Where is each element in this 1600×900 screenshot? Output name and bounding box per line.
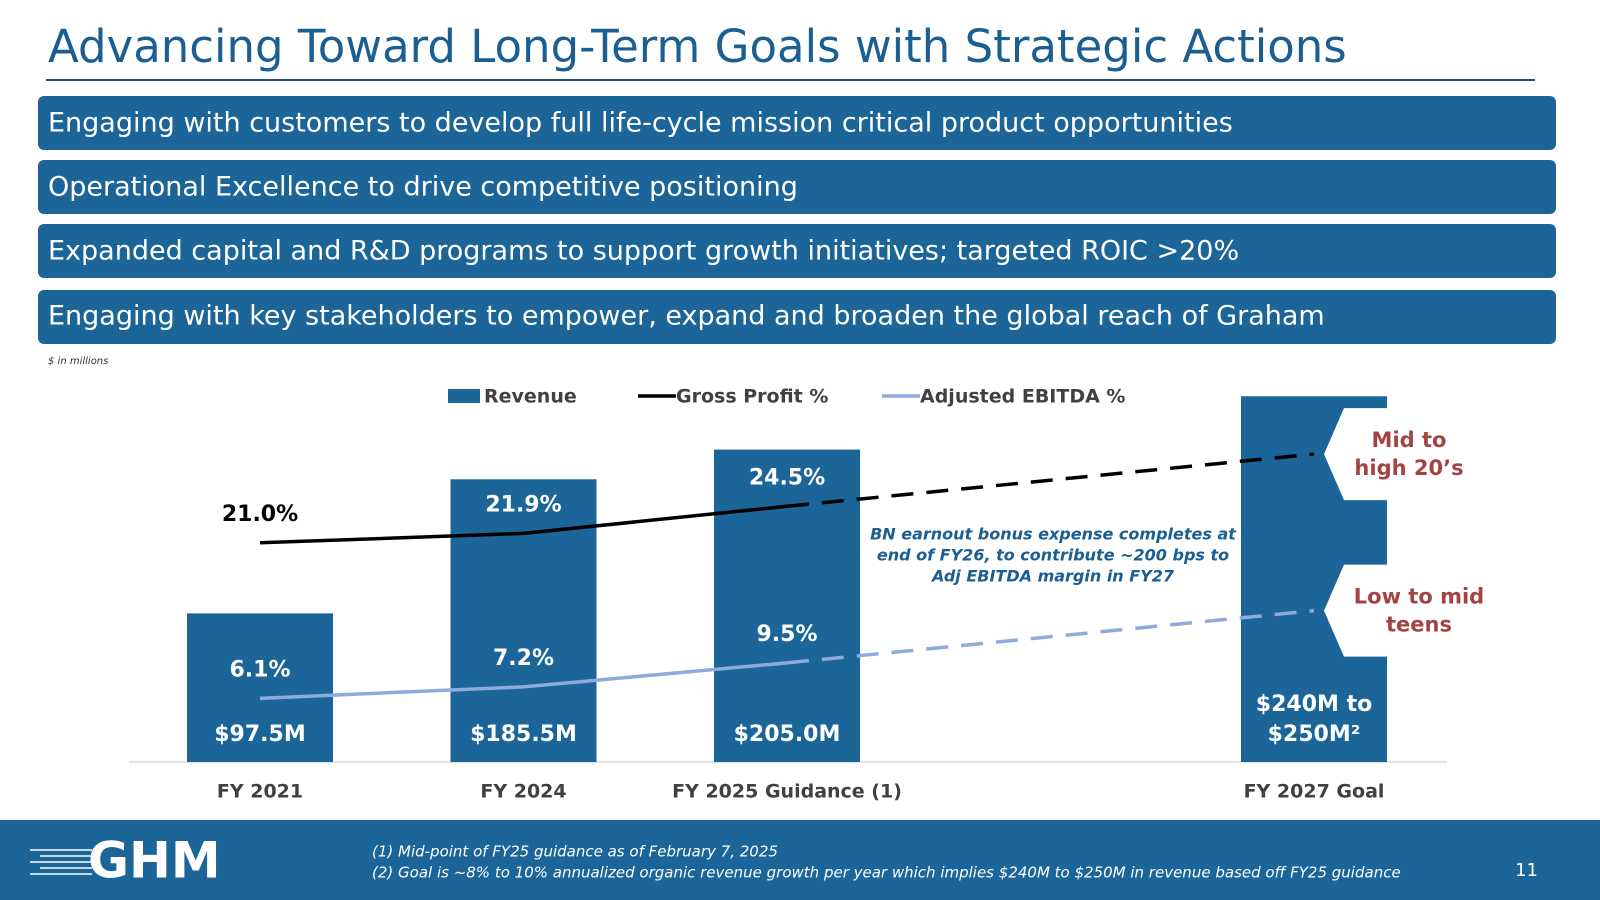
x-tick-label: FY 2025 Guidance (1) [672,781,902,803]
footnote: (2) Goal is ~8% to 10% annualized organi… [372,864,1401,882]
banner-text: Operational Excellence to drive competit… [48,172,798,203]
footnote: (1) Mid-point of FY25 guidance as of Feb… [372,843,778,861]
legend-label: Adjusted EBITDA % [920,386,1125,408]
bar-value-label: $185.5M [470,722,577,747]
bar-label-box: $205.0M [733,722,841,747]
line-series [259,504,788,545]
line-series [259,661,788,701]
callout-text: Low to mid [1354,585,1484,609]
banner-text: Engaging with customers to develop full … [48,108,1233,139]
banner [38,96,1556,150]
legend-label: Gross Profit % [676,386,828,408]
footer: GHM (1) Mid-point of FY25 guidance as of… [0,820,1600,900]
bar [187,613,333,762]
bar-value-label: $205.0M [733,722,841,747]
line-projection [786,608,1315,665]
line-value-label: 24.5% [749,465,825,490]
line-projection [786,452,1315,509]
banners: Engaging with customers to develop full … [38,96,1556,344]
logo-lines [30,849,92,875]
banner-text: Engaging with key stakeholders to empowe… [48,301,1325,332]
callout-notch [1324,564,1389,657]
banner [38,290,1556,344]
callout-notch [1324,408,1389,501]
line-value-label: 7.2% [493,646,554,671]
bar-label-box: $97.5M [214,722,306,747]
x-tick-label: FY 2027 Goal [1244,781,1385,803]
callout-text: Mid to [1372,428,1447,452]
chart-note: end of FY26, to contribute ~200 bps to [877,546,1229,565]
banner-text: Expanded capital and R&D programs to sup… [48,236,1239,267]
logo: GHM [88,832,221,890]
banner [38,224,1556,278]
chart: FY 2021 FY 2024 FY 2025 Guidance (1) FY 202… [187,386,1484,803]
line-value-label: 6.1% [229,657,290,682]
bar [450,479,597,762]
bar-value-label: $240M to $250M² [1255,692,1373,747]
legend-label: Revenue [484,386,577,408]
bar-value-label: $97.5M [214,722,306,747]
units-note: $ in millions [48,356,108,367]
callout-text: teens [1386,613,1452,637]
chart-note: Adj EBITDA margin in FY27 [930,567,1175,586]
banner [38,160,1556,214]
slide-title: Advancing Toward Long-Term Goals with St… [48,20,1347,73]
page-number: 11 [1515,860,1538,881]
x-tick-label: FY 2021 [217,781,303,803]
line-value-label: 9.5% [756,622,817,647]
line-value-label: 21.9% [485,492,561,517]
callout-text: high 20’s [1354,456,1463,480]
x-tick-label: FY 2024 [480,781,566,803]
bar-label-box: $240M to $250M² [1255,692,1373,747]
footer-band [0,820,1600,900]
chart-note: BN earnout bonus expense completes at [870,525,1237,544]
legend-swatch [448,389,480,403]
bar-label-box: $185.5M [470,722,577,747]
line-value-label: 21.0% [222,502,298,527]
